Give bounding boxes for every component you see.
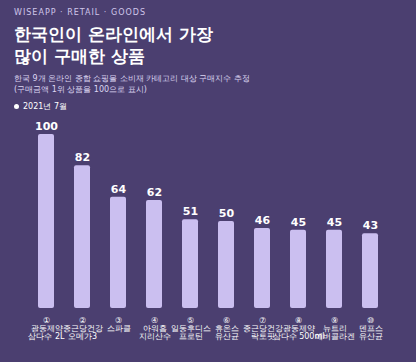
svg-text:①광동제약삼다수 2L: ①광동제약삼다수 2L bbox=[28, 316, 65, 341]
svg-text:45: 45 bbox=[327, 216, 342, 229]
html-text:종근당건강: 종근당건강 bbox=[242, 324, 283, 334]
html-text:2021년 7월: 2021년 7월 bbox=[23, 102, 67, 111]
html-text:WISEAPP · RETAIL · GOODS: WISEAPP · RETAIL · GOODS bbox=[14, 8, 146, 17]
svg-text:50: 50 bbox=[219, 207, 235, 220]
svg-text:⑤일동후디스프로틴: ⑤일동후디스프로틴 bbox=[171, 316, 211, 341]
svg-text:⑩덴프스유산균: ⑩덴프스유산균 bbox=[359, 316, 383, 341]
svg-text:100: 100 bbox=[35, 120, 58, 133]
html-text:⑧: ⑧ bbox=[294, 316, 303, 326]
svg-text:82: 82 bbox=[75, 151, 90, 164]
svg-text:46: 46 bbox=[255, 214, 271, 227]
svg-text:64: 64 bbox=[111, 183, 127, 196]
html-text:락토핏: 락토핏 bbox=[250, 332, 275, 342]
svg-text:⑨뉴트리에버콜라겐: ⑨뉴트리에버콜라겐 bbox=[315, 316, 355, 341]
svg-text:45: 45 bbox=[291, 216, 306, 229]
html-text:한국 9개 온라인 종합 쇼핑몰 소비재 카테고리 대상 구: 한국 9개 온라인 종합 쇼핑몰 소비재 카테고리 대상 구매지수 추정 (구매… bbox=[14, 74, 250, 94]
svg-text:43: 43 bbox=[363, 219, 378, 232]
svg-text:51: 51 bbox=[183, 205, 198, 218]
svg-text:⑥휴온스유산균: ⑥휴온스유산균 bbox=[215, 316, 239, 341]
svg-text:62: 62 bbox=[147, 186, 162, 199]
svg-text:③스파클: ③스파클 bbox=[107, 316, 131, 333]
svg-text:②종근당건강오메가3: ②종근당건강오메가3 bbox=[63, 316, 103, 341]
html-text:⑦: ⑦ bbox=[258, 316, 267, 326]
html-text:삼다수 500ml: 삼다수 500ml bbox=[272, 332, 325, 342]
html-text:광동제약: 광동제약 bbox=[282, 324, 315, 334]
svg-text:④아워홈지리산수: ④아워홈지리산수 bbox=[139, 316, 171, 341]
html-text:한국인이 온라인에서 가장 많이 구매한 상품: 한국인이 온라인에서 가장 많이 구매한 상품 bbox=[14, 24, 213, 66]
